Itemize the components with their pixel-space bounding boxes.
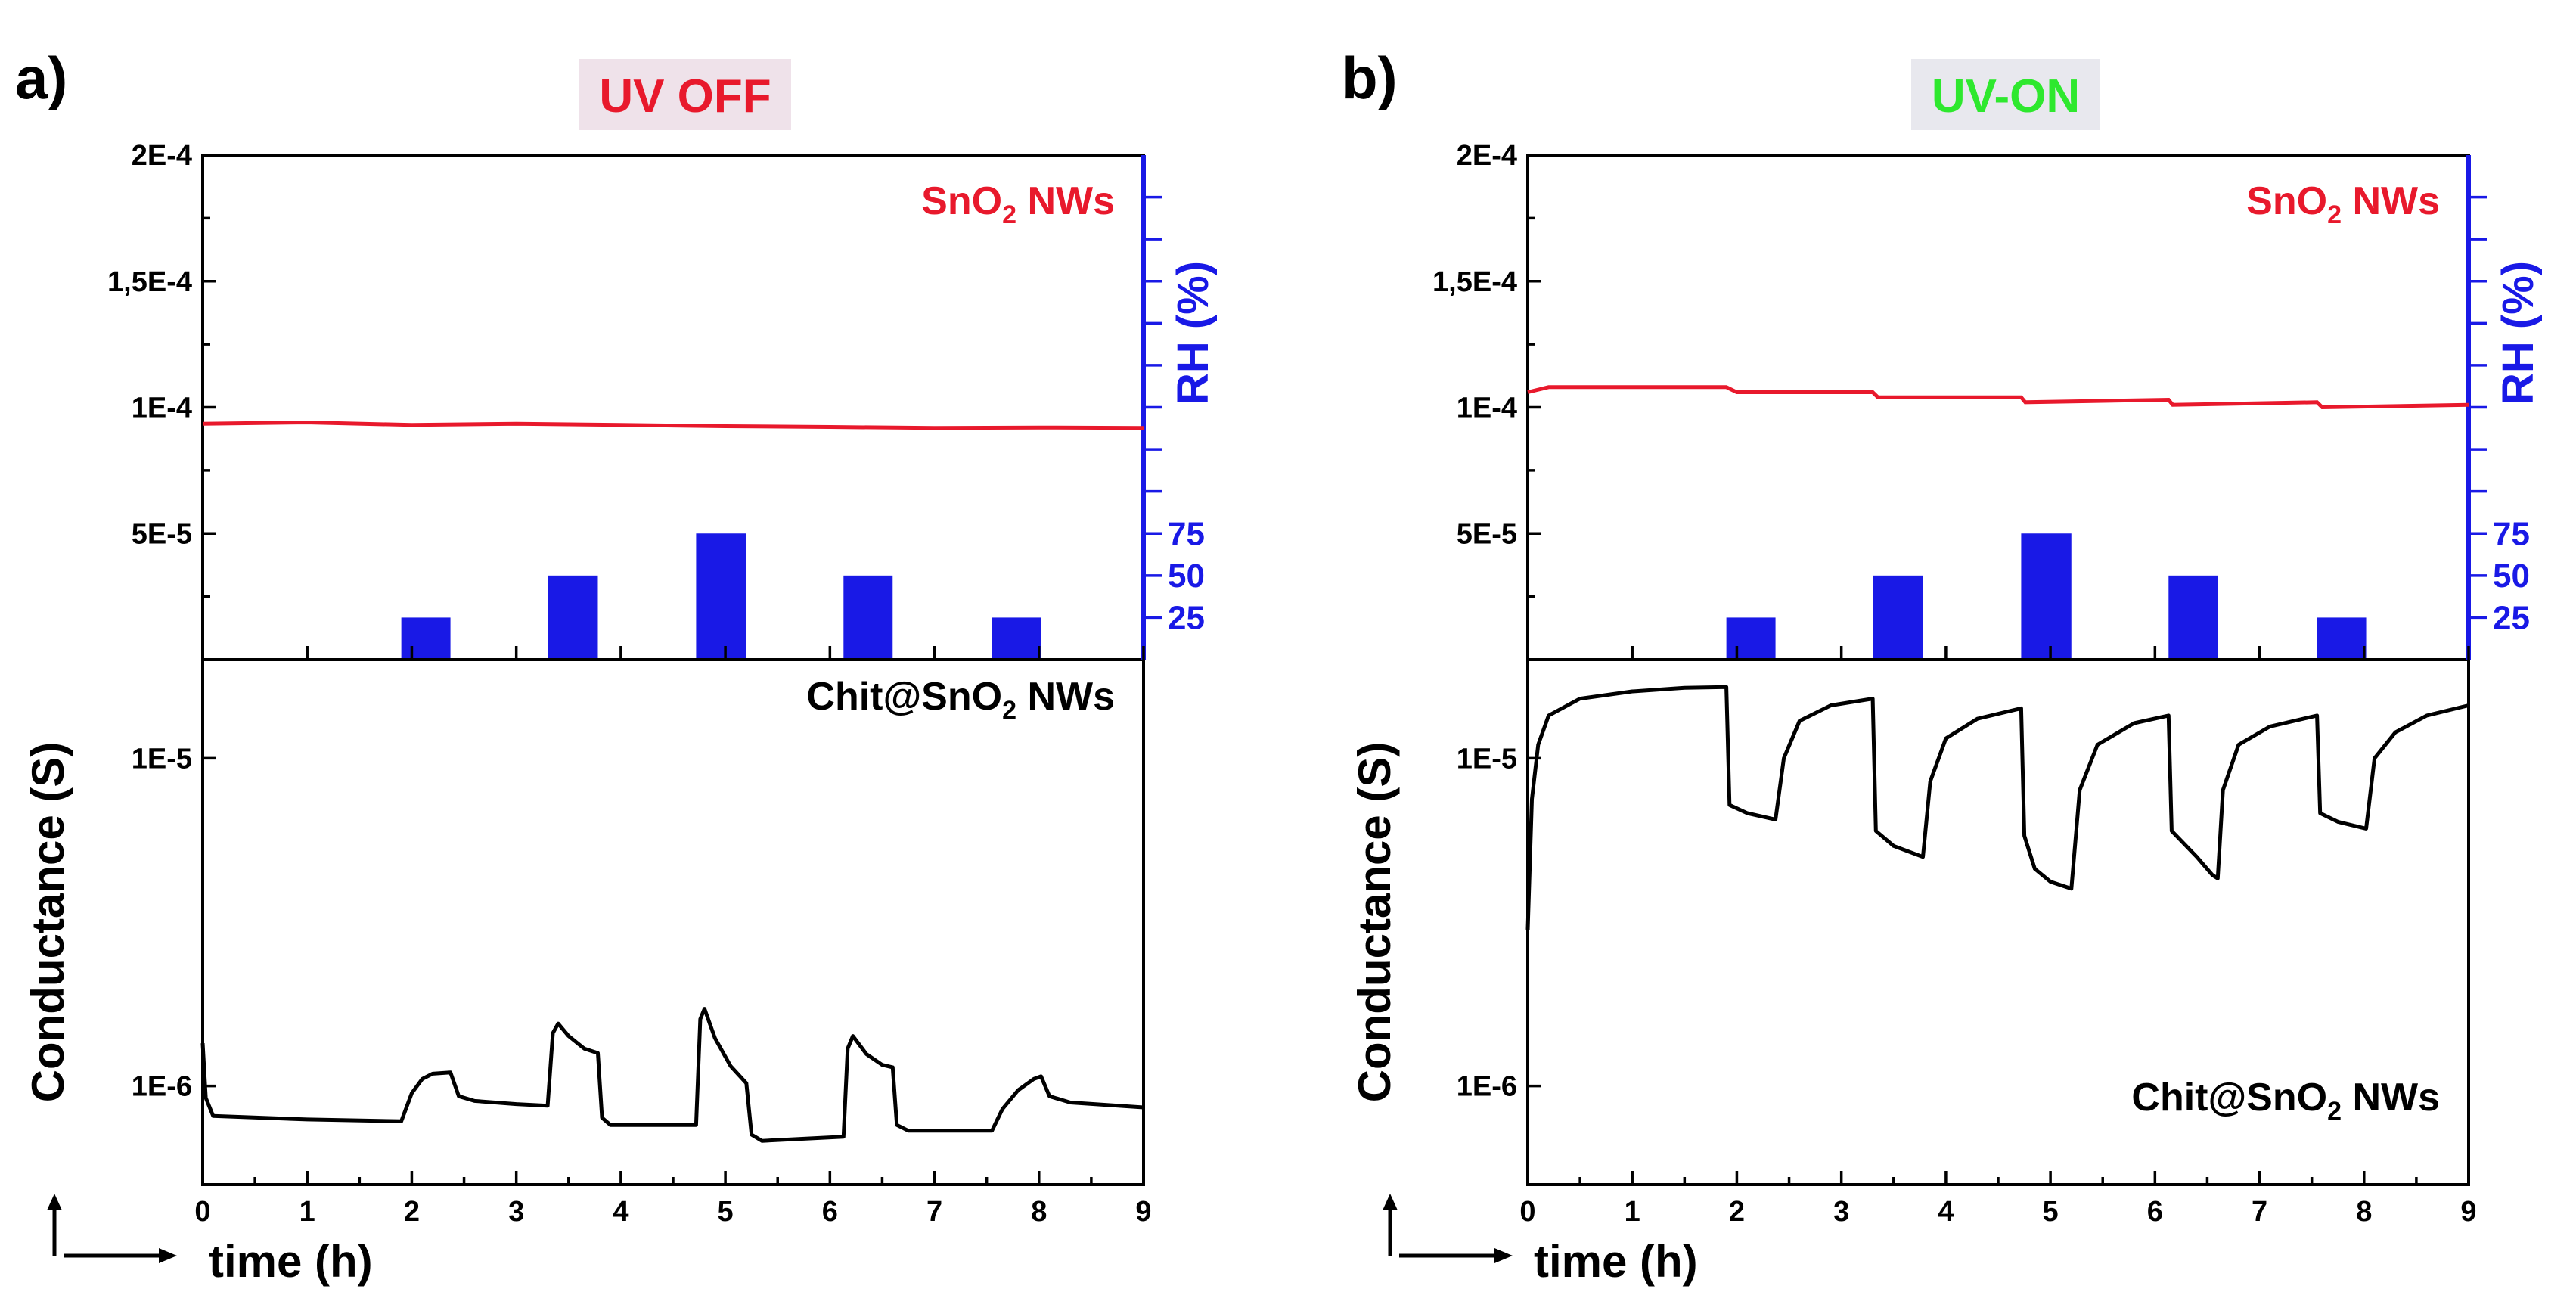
conductance-axis-label: Conductance (S): [23, 742, 73, 1103]
conductance-axis-label: Conductance (S): [1349, 742, 1400, 1103]
rh-bar-1: [1726, 617, 1776, 660]
panel-letter: a): [15, 45, 67, 111]
rh-bar-4: [843, 575, 893, 660]
sno2-series-label: SnO2 NWs: [2246, 179, 2440, 229]
top-y-tick-label: 1E-4: [1457, 393, 1517, 424]
top-y-tick-label: 2E-4: [1457, 140, 1517, 172]
rh-axis-label: RH (%): [1169, 261, 1218, 405]
rh-bar-2: [1873, 575, 1923, 660]
top-y-tick-label: 1,5E-4: [107, 266, 192, 298]
rh-tick-label: 25: [2493, 599, 2530, 636]
chart-panel-a: a) UV OFF 0 1 2 3 4 5 6 7 8 9 time (h) 2E-4 1,5E-4 1E-4…: [15, 45, 1218, 1287]
x-tick-label: 4: [1938, 1196, 1954, 1228]
y-arrowhead-icon: [1383, 1194, 1398, 1210]
chit-sno2-series-line: [1525, 685, 2469, 930]
x-tick-label: 6: [822, 1196, 838, 1228]
x-tick-label: 8: [2356, 1196, 2372, 1228]
top-y-tick-label: 2E-4: [132, 140, 192, 172]
top-y-tick-label: 5E-5: [132, 518, 192, 550]
x-tick-label: 7: [2252, 1196, 2267, 1228]
rh-tick-label: 50: [2493, 557, 2530, 595]
top-y-tick-label: 1,5E-4: [1432, 266, 1517, 298]
bottom-y-tick-label: 1E-5: [132, 743, 192, 775]
uv-badge-label: UV OFF: [599, 70, 771, 123]
x-tick-label: 4: [613, 1196, 628, 1228]
x-tick-label: 6: [2147, 1196, 2163, 1228]
bottom-y-tick-label: 1E-5: [1457, 743, 1517, 775]
sno2-series-line: [1527, 385, 2469, 410]
top-y-tick-label: 5E-5: [1457, 518, 1517, 550]
x-tick-label: 2: [1729, 1196, 1745, 1228]
sno2-series-label: SnO2 NWs: [921, 179, 1115, 229]
chit-sno2-series-label: Chit@SnO2 NWs: [806, 675, 1115, 725]
chit-sno2-series-line: [200, 1007, 1144, 1143]
x-tick-label: 3: [508, 1196, 524, 1228]
uv-badge-label: UV-ON: [1932, 70, 2080, 123]
uv-badge-bg: [1911, 59, 2100, 130]
x-tick-label: 2: [404, 1196, 420, 1228]
x-tick-label: 5: [2043, 1196, 2059, 1228]
x-tick-label: 9: [1135, 1196, 1151, 1228]
top-plot-frame: [201, 154, 1145, 661]
bottom-y-tick-label: 1E-6: [132, 1071, 192, 1103]
x-tick-label: 1: [1625, 1196, 1640, 1228]
rh-bar-5: [2317, 617, 2367, 660]
y-arrowhead-icon: [47, 1194, 62, 1210]
rh-bar-1: [401, 617, 451, 660]
chart-panel-b: b) UV-ON 0 1 2 3 4 5 6 7 8 9 time (h) 2E-4 1,5E-4 1E-4 5…: [1342, 45, 2543, 1287]
rh-bar-3: [696, 533, 746, 660]
x-tick-label: 3: [1833, 1196, 1849, 1228]
sno2-series-line: [202, 420, 1144, 430]
rh-axis-label: RH (%): [2494, 261, 2543, 405]
x-tick-label: 5: [718, 1196, 734, 1228]
x-tick-label: 0: [1519, 1196, 1535, 1228]
x-tick-label: 7: [926, 1196, 942, 1228]
rh-bar-3: [2021, 533, 2072, 660]
x-tick-label: 9: [2460, 1196, 2476, 1228]
x-tick-label: 1: [299, 1196, 315, 1228]
x-tick-label: 0: [194, 1196, 210, 1228]
rh-tick-label: 75: [2493, 515, 2530, 552]
uv-badge-bg: [579, 59, 791, 130]
x-arrowhead-icon: [1494, 1248, 1513, 1263]
top-y-tick-label: 1E-4: [132, 393, 192, 424]
rh-tick-label: 50: [1168, 557, 1205, 595]
bottom-y-tick-label: 1E-6: [1457, 1071, 1517, 1103]
x-axis-label: time (h): [209, 1236, 373, 1287]
rh-bar-5: [992, 617, 1041, 660]
x-axis-label: time (h): [1534, 1236, 1698, 1287]
rh-bar-4: [2168, 575, 2218, 660]
x-tick-label: 8: [1031, 1196, 1047, 1228]
rh-bar-2: [548, 575, 598, 660]
chit-sno2-series-label: Chit@SnO2 NWs: [2131, 1076, 2440, 1126]
panel-letter: b): [1342, 45, 1398, 111]
rh-tick-label: 75: [1168, 515, 1205, 552]
rh-tick-label: 25: [1168, 599, 1205, 636]
x-arrowhead-icon: [159, 1248, 177, 1263]
bottom-plot-frame: [201, 658, 1145, 1186]
